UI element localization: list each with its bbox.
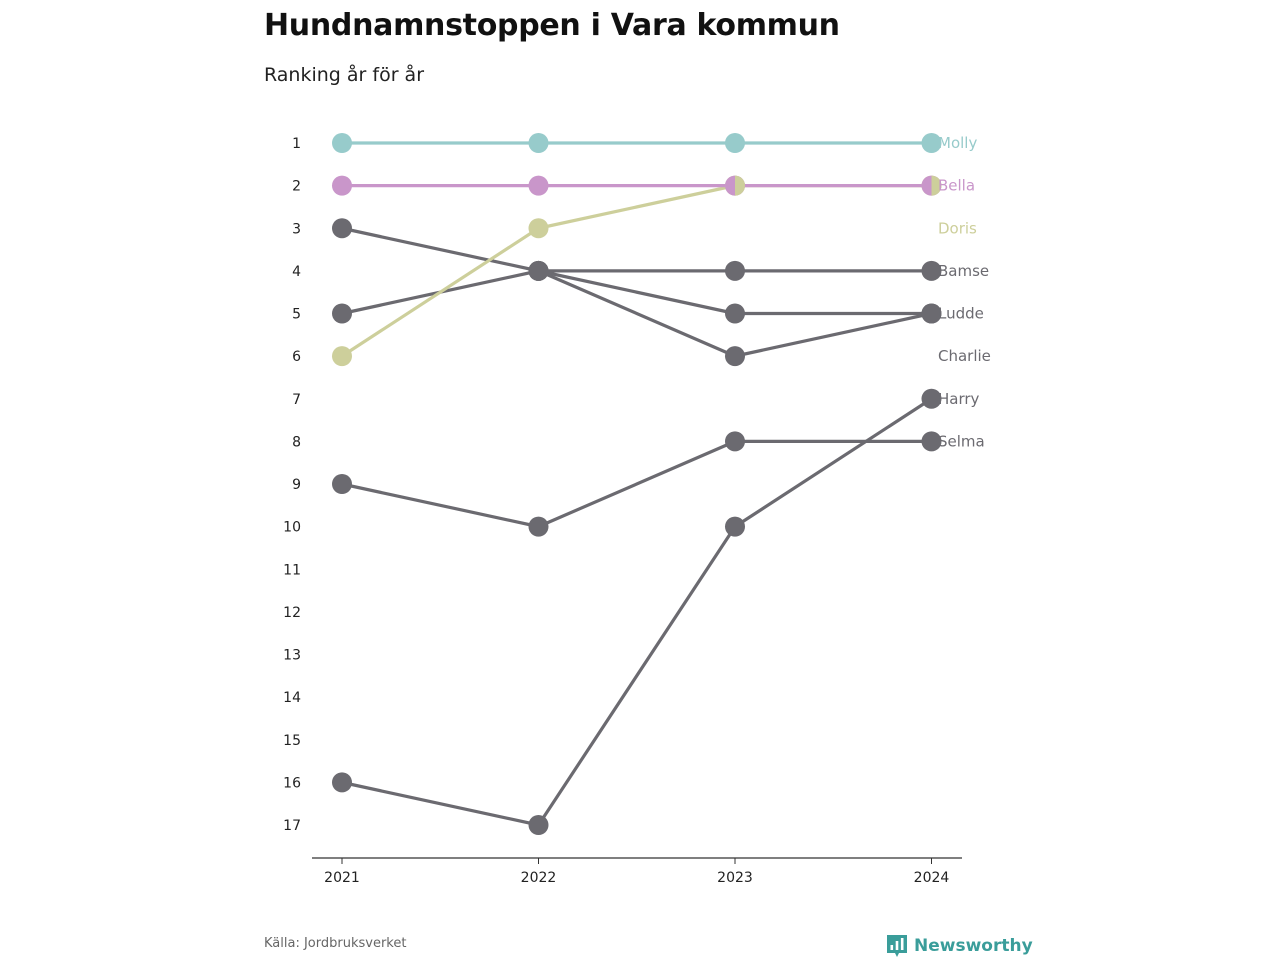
x-tick-label: 2021 (324, 870, 360, 886)
series-label-doris: Doris (938, 219, 977, 237)
data-point-bamse (332, 303, 352, 324)
brand-name: Newsworthy (914, 936, 1033, 956)
series-label-harry: Harry (938, 390, 980, 408)
brand-logo[interactable]: Newsworthy (886, 934, 1033, 958)
data-point-doris (332, 346, 352, 367)
data-point-molly (725, 133, 745, 153)
data-point-selma (332, 474, 352, 494)
data-point-bella (528, 175, 549, 196)
data-point-harry (921, 388, 942, 409)
x-tick-label: 2023 (717, 870, 753, 886)
chart-title: Hundnamnstoppen i Vara kommun (264, 8, 840, 43)
data-point-bamse (921, 260, 942, 281)
y-tick-label: 7 (292, 392, 301, 408)
y-tick-label: 14 (283, 690, 301, 706)
data-point-charlie (528, 260, 549, 281)
y-tick-label: 11 (283, 562, 301, 578)
y-tick-label: 2 (292, 179, 301, 195)
y-tick-label: 15 (283, 733, 301, 749)
source-note: Källa: Jordbruksverket (264, 936, 407, 951)
data-point-ludde (332, 218, 352, 239)
data-point-bella (332, 175, 352, 196)
y-tick-label: 1 (292, 136, 301, 152)
series-label-bella: Bella (938, 177, 975, 195)
bar-chart-icon (887, 935, 907, 957)
series-label-selma: Selma (938, 432, 985, 450)
series-line-selma (340, 439, 934, 529)
data-point-harry (725, 516, 745, 537)
data-point-doris (528, 218, 549, 239)
y-tick-label: 5 (292, 307, 301, 323)
x-axis: 2021 2022 2023 2024 (312, 857, 962, 886)
x-tick-label: 2022 (521, 870, 557, 886)
shared-point-half (931, 175, 942, 196)
y-tick-label: 8 (292, 434, 301, 450)
data-point-bamse (725, 260, 745, 281)
data-point-charlie (725, 346, 745, 367)
data-point-selma (528, 516, 549, 537)
y-tick-label: 16 (283, 775, 301, 791)
series-end-labels: Molly Bella Doris Bamse Ludde Charlie Harry Sel… (938, 134, 991, 450)
series-label-ludde: Ludde (938, 305, 984, 323)
series-label-molly: Molly (938, 134, 977, 152)
data-point-molly (921, 133, 942, 153)
shared-point-half (735, 175, 745, 196)
series-points (332, 133, 942, 835)
data-point-charlie (921, 303, 942, 324)
series-label-bamse: Bamse (938, 262, 989, 280)
y-tick-label: 17 (283, 818, 301, 834)
data-point-harry (332, 772, 352, 793)
y-tick-label: 12 (283, 605, 301, 621)
y-tick-label: 9 (292, 477, 301, 493)
series-lines (340, 141, 934, 827)
y-tick-label: 13 (283, 648, 301, 664)
data-point-molly (332, 133, 352, 153)
chart-subtitle: Ranking år för år (264, 64, 425, 86)
data-point-ludde (725, 303, 745, 324)
y-tick-label: 3 (292, 221, 301, 237)
series-label-charlie: Charlie (938, 347, 991, 365)
x-tick-label: 2024 (914, 870, 950, 886)
data-point-molly (528, 133, 549, 153)
data-point-selma (921, 431, 942, 452)
y-tick-label: 4 (292, 264, 301, 280)
y-tick-label: 10 (283, 520, 301, 536)
data-point-selma (725, 431, 745, 452)
series-line-ludde (340, 226, 934, 316)
series-line-harry (340, 397, 934, 827)
data-point-harry (528, 815, 549, 835)
y-tick-label: 6 (292, 349, 301, 365)
